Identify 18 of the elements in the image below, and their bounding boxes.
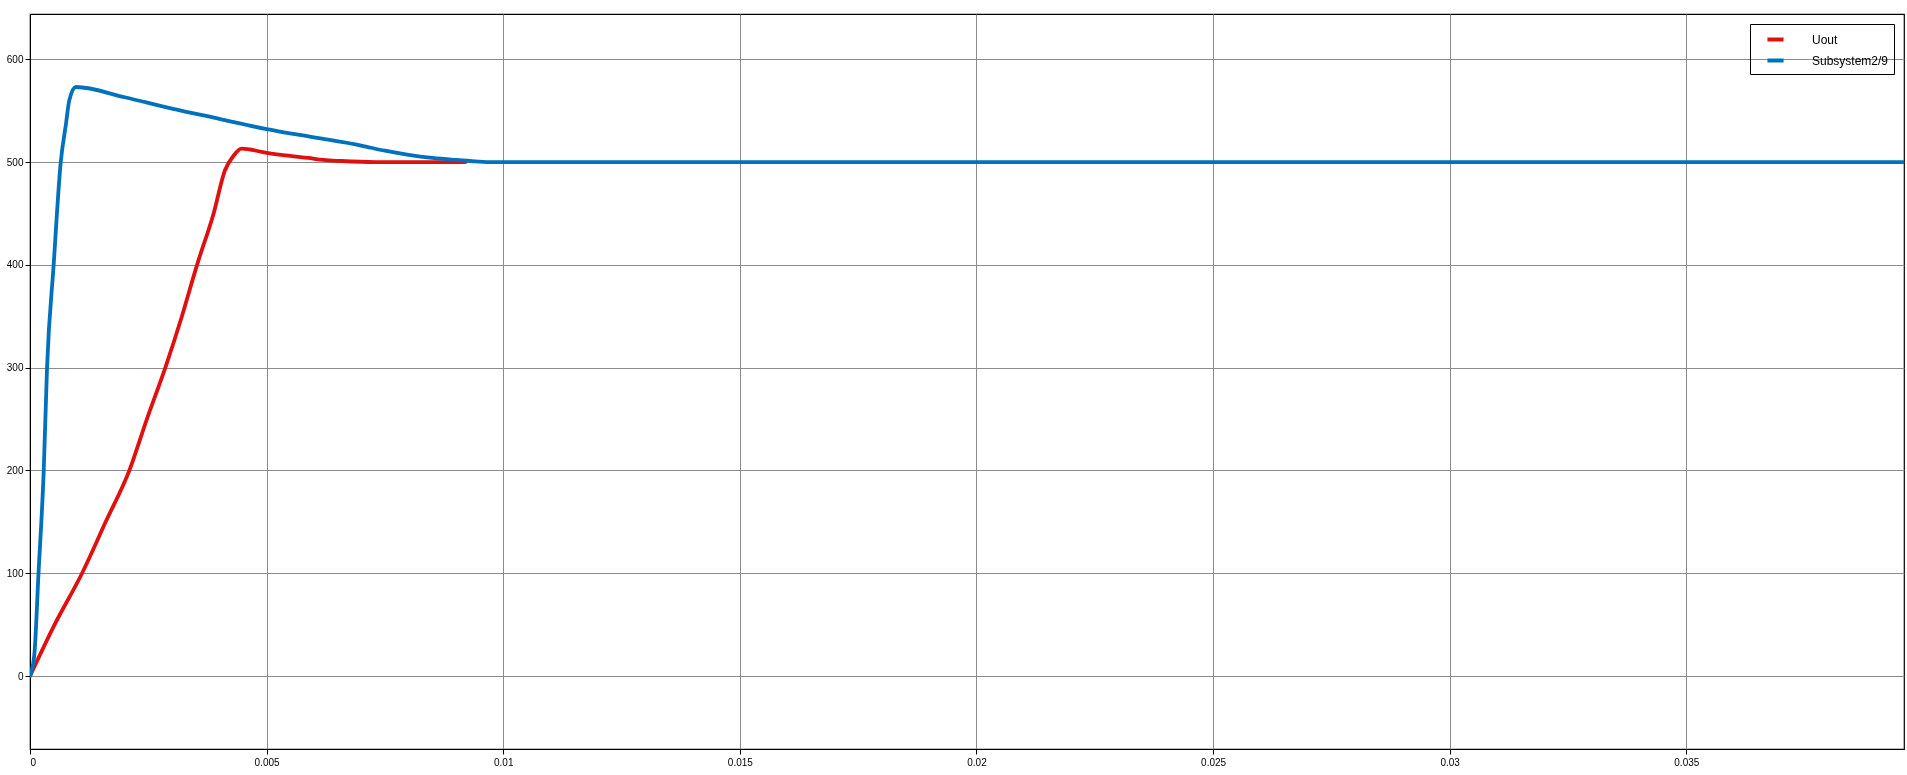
x-tick-label: 0.01 (494, 756, 514, 768)
x-tick-label: 0.015 (727, 756, 754, 768)
x-tick-label: 0.035 (1674, 756, 1700, 768)
y-tick-label: 0 (17, 670, 24, 682)
y-tick-label: 600 (6, 53, 24, 65)
x-tick-label: 0.03 (1440, 756, 1461, 768)
line-series (30, 85, 1904, 678)
x-tick-label: 0.025 (1201, 756, 1227, 768)
y-tick-label: 500 (6, 156, 24, 168)
legend-label: Subsystem2/9 (1812, 53, 1889, 68)
y-tick-label: 400 (6, 259, 24, 271)
legend-label: Uout (1812, 32, 1839, 47)
x-tick-label: 0 (30, 756, 37, 768)
y-tick-label: 100 (6, 567, 24, 579)
y-tick-label: 200 (6, 464, 24, 476)
x-tick-label: 0.02 (967, 756, 988, 768)
x-tick-label: 0.005 (254, 756, 281, 768)
y-tick-label: 300 (6, 362, 24, 374)
